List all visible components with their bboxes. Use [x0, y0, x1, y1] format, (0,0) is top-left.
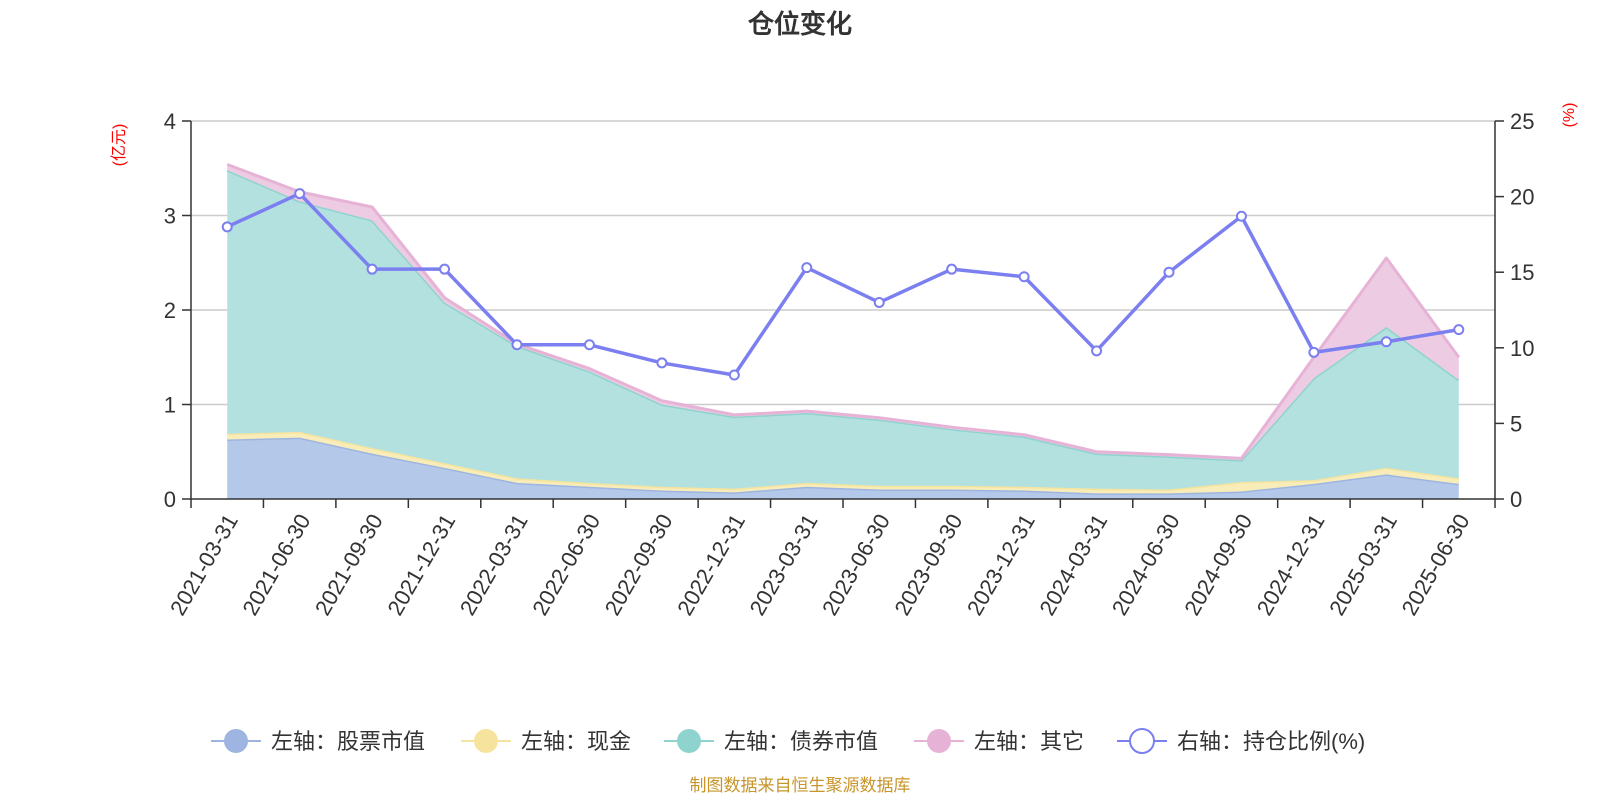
x-tick-label: 2021-12-31	[382, 510, 460, 620]
holding-ratio-point	[1380, 336, 1392, 348]
legend-marker	[474, 729, 498, 753]
left-tick-label: 0	[164, 487, 176, 512]
data-source-credit: 制图数据来自恒生聚源数据库	[690, 776, 911, 795]
left-tick-label: 1	[164, 393, 176, 418]
right-tick-label: 5	[1510, 411, 1522, 436]
legend-item-2: 左轴：债券市值	[664, 729, 878, 754]
x-tick-label: 2023-06-30	[817, 510, 895, 620]
area-series-0	[227, 437, 1459, 499]
holding-ratio-point	[1163, 266, 1175, 278]
holding-ratio-point	[221, 221, 233, 233]
x-tick-label: 2021-06-30	[238, 510, 316, 620]
legend-marker	[677, 729, 701, 753]
area-series-2	[227, 170, 1459, 490]
legend: 左轴：股票市值 左轴：现金 左轴：债券市值 左轴：其它 右轴：持仓比例(%)	[211, 728, 1365, 754]
legend-item-3: 左轴：其它	[914, 729, 1084, 754]
left-axis-unit: (亿元)	[110, 124, 128, 167]
right-axis-unit: (%)	[1561, 103, 1578, 128]
holding-ratio-point	[801, 262, 813, 274]
holding-ratio-point	[1091, 345, 1103, 357]
holding-ratio-path	[226, 191, 1460, 377]
right-tick-label: 0	[1510, 487, 1522, 512]
x-tick-label: 2024-12-31	[1252, 510, 1330, 620]
holding-ratio-point	[294, 188, 306, 200]
right-tick-label: 25	[1510, 109, 1534, 134]
legend-item-1: 左轴：现金	[461, 729, 631, 754]
holding-ratio-point	[1235, 210, 1247, 222]
holding-ratio-point	[656, 357, 668, 369]
x-tick-label: 2023-09-30	[890, 510, 968, 620]
x-tick-label: 2021-03-31	[165, 510, 243, 620]
x-tick-label: 2025-06-30	[1397, 510, 1475, 620]
x-tick-label: 2022-12-31	[672, 510, 750, 620]
legend-item-4: 右轴：持仓比例(%)	[1117, 728, 1365, 754]
legend-marker	[1129, 728, 1155, 754]
holding-ratio-point	[366, 263, 378, 275]
holding-ratio-point	[728, 369, 740, 381]
holding-ratio-line	[221, 188, 1465, 381]
holding-ratio-point	[1018, 271, 1030, 283]
legend-label: 左轴：债券市值	[724, 729, 878, 754]
x-tick-label: 2025-03-31	[1324, 510, 1402, 620]
x-tick-label: 2024-03-31	[1034, 510, 1112, 620]
x-tick-label: 2024-09-30	[1179, 510, 1257, 620]
area-edge-3	[226, 163, 1460, 460]
x-tick-label: 2022-09-30	[600, 510, 678, 620]
x-tick-label: 2022-03-31	[455, 510, 533, 620]
right-tick-label: 20	[1510, 185, 1534, 210]
holding-ratio-point	[1453, 324, 1465, 336]
left-tick-label: 2	[164, 298, 176, 323]
holding-ratio-point	[946, 263, 958, 275]
x-tick-label: 2023-12-31	[962, 510, 1040, 620]
holding-ratio-point	[439, 263, 451, 275]
holding-ratio-point	[873, 296, 885, 308]
legend-label: 左轴：其它	[974, 729, 1084, 754]
legend-marker	[224, 729, 248, 753]
x-tick-label: 2023-03-31	[745, 510, 823, 620]
stacked-areas	[226, 163, 1460, 499]
right-tick-label: 10	[1510, 336, 1534, 361]
x-tick-label: 2024-06-30	[1107, 510, 1185, 620]
left-tick-label: 4	[164, 109, 176, 134]
legend-marker	[927, 729, 951, 753]
chart-title: 仓位变化	[747, 9, 852, 39]
holding-ratio-point	[511, 339, 523, 351]
legend-label: 右轴：持仓比例(%)	[1177, 729, 1365, 754]
x-tick-label: 2021-09-30	[310, 510, 388, 620]
right-tick-label: 15	[1510, 260, 1534, 285]
holding-ratio-point	[583, 339, 595, 351]
holding-ratio-point	[1308, 346, 1320, 358]
left-tick-label: 3	[164, 204, 176, 229]
legend-label: 左轴：股票市值	[271, 729, 425, 754]
legend-item-0: 左轴：股票市值	[211, 729, 425, 754]
x-tick-label: 2022-06-30	[527, 510, 605, 620]
legend-label: 左轴：现金	[521, 729, 631, 754]
